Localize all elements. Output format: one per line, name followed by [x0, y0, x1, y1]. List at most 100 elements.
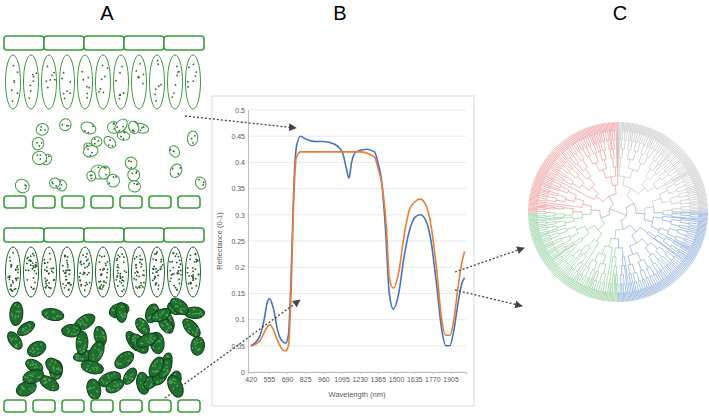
chloroplast [154, 275, 156, 277]
tree-branch [688, 192, 697, 195]
chloroplast [117, 272, 119, 274]
tree-branch [576, 274, 582, 282]
tree-branch [548, 171, 556, 176]
chloroplast [106, 276, 108, 278]
epidermis-cell [4, 196, 26, 208]
chloroplast [87, 365, 89, 367]
tree-branch [556, 199, 565, 201]
tree-branch [635, 272, 639, 281]
chloroplast [178, 266, 180, 268]
chloroplast [45, 286, 47, 288]
chloroplast [132, 172, 134, 174]
chloroplast [167, 327, 170, 330]
chloroplast [17, 277, 19, 279]
tree-branch [645, 245, 650, 255]
tree-branch [646, 267, 650, 276]
tree-branch [610, 209, 618, 212]
chloroplast [85, 285, 87, 287]
chloroplast [189, 281, 191, 283]
tree-branch [634, 203, 645, 213]
chloroplast [68, 288, 70, 290]
tree-branch [537, 172, 553, 181]
tree-branch [549, 169, 557, 175]
tree-branch [598, 218, 605, 230]
chloroplast [163, 374, 165, 376]
chloroplast [83, 271, 85, 273]
cell-wall [127, 180, 141, 194]
tree-branch [558, 251, 582, 279]
tick: 0 [241, 369, 248, 376]
chloroplast [44, 262, 46, 264]
chloroplast [136, 287, 138, 289]
tree-branch [670, 143, 676, 150]
tree-branch [583, 204, 592, 210]
chloroplast [171, 96, 173, 98]
chloroplast [139, 286, 141, 288]
chloroplast [127, 359, 130, 362]
cell [164, 373, 186, 400]
tick-label: 0.25 [231, 238, 245, 245]
chloroplast [46, 285, 48, 287]
tree-branch [589, 178, 595, 188]
tree-branch [554, 179, 596, 200]
tree-branch [627, 123, 629, 132]
chloroplast [145, 337, 147, 339]
chloroplast [86, 253, 88, 255]
tree-branch [616, 266, 617, 275]
chloroplast [195, 254, 197, 256]
chloroplast [199, 348, 201, 350]
cell-wall [114, 55, 129, 109]
chloroplast [94, 143, 96, 145]
chloroplast [155, 314, 157, 316]
tree-branch [680, 203, 689, 205]
chloroplast [111, 375, 113, 377]
tree-branch [608, 283, 610, 292]
tick-label: 0 [241, 369, 245, 376]
chloroplast [194, 75, 196, 77]
chloroplast [79, 280, 81, 282]
chloroplast [86, 97, 88, 99]
chloroplast [159, 340, 161, 342]
chloroplast [17, 92, 19, 94]
tree-branch [653, 264, 658, 272]
epidermis-cell [33, 400, 55, 412]
tree-branch [598, 263, 604, 272]
chloroplast [48, 272, 50, 274]
chloroplast [136, 275, 138, 277]
cell [79, 120, 98, 137]
tree-branch [642, 178, 648, 188]
chloroplast [24, 184, 27, 187]
chloroplast [66, 90, 68, 92]
chloroplast [140, 375, 142, 377]
chloroplast [157, 63, 159, 65]
chloroplast [109, 389, 111, 391]
tick-label: 555 [264, 376, 276, 383]
tree-branch [681, 247, 689, 252]
chloroplast [179, 308, 182, 311]
epidermis-cell [33, 196, 55, 208]
tree-branch [539, 227, 548, 229]
chloroplast [98, 91, 100, 93]
chloroplast [130, 160, 132, 162]
cell-wall [13, 177, 32, 196]
chloroplast [179, 283, 181, 285]
tree-branch [681, 206, 690, 208]
tree-branch [547, 200, 556, 202]
chloroplast [105, 264, 107, 266]
chloroplast [117, 254, 119, 256]
cell [13, 177, 32, 196]
chloroplast [183, 307, 186, 310]
chloroplast [134, 339, 137, 342]
cell [194, 175, 208, 191]
tree-branch [661, 257, 667, 265]
cell [132, 55, 147, 109]
chloroplast [99, 288, 101, 290]
chloroplast [17, 315, 19, 317]
chloroplast [120, 136, 122, 138]
chloroplast [40, 343, 42, 345]
chloroplast [114, 381, 116, 383]
cell-wall [115, 302, 127, 323]
tree-branch [672, 214, 681, 215]
tree-branch [572, 146, 577, 154]
tree-branch [528, 204, 546, 206]
